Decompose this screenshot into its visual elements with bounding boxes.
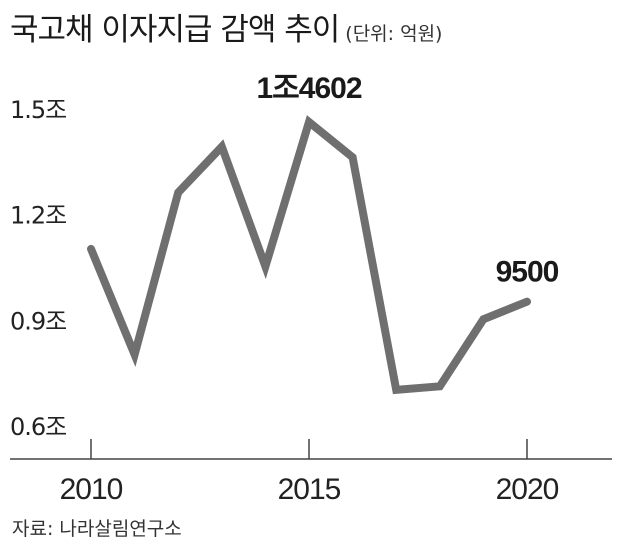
y-tick-label-1: 0.9조 <box>10 307 66 335</box>
data-label-2015: 1조4602 <box>256 72 361 105</box>
y-tick-label-2: 1.2조 <box>10 202 66 230</box>
series-line <box>87 115 531 395</box>
x-tick-label-2010: 2010 <box>60 473 123 506</box>
unit-label: (단위: 억원) <box>345 23 443 45</box>
x-tick-label-2015: 2015 <box>278 473 341 506</box>
chart-title: 국고채 이자지급 감액 추이 <box>10 12 340 48</box>
y-tick-label-3: 1.5조 <box>10 96 66 124</box>
data-label-2020: 9500 <box>496 256 559 289</box>
x-tick-label-2020: 2020 <box>496 473 559 506</box>
source-note: 자료: 나라살림연구소 <box>12 518 182 540</box>
y-tick-label-0: 0.6조 <box>10 413 66 441</box>
chart-header: 국고채 이자지급 감액 추이 (단위: 억원) <box>10 4 442 49</box>
